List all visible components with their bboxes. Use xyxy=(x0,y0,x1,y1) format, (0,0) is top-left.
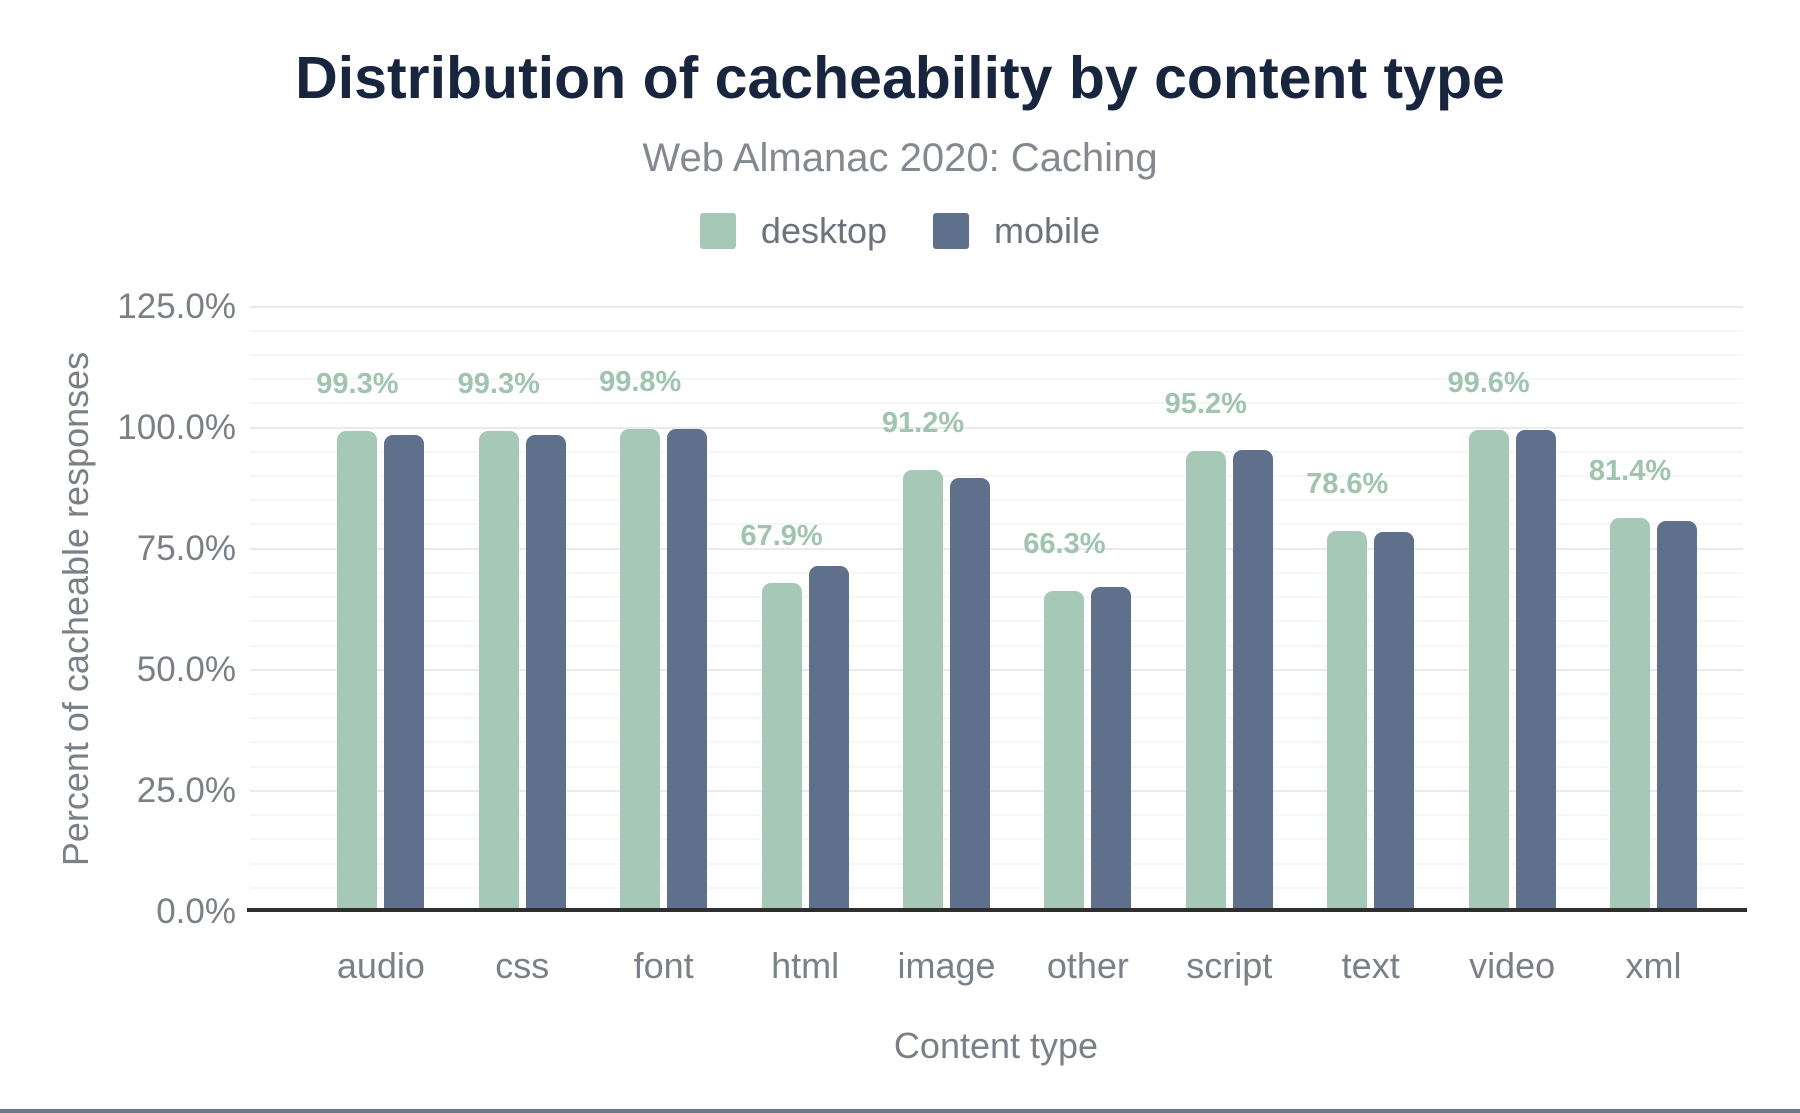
minor-gridline xyxy=(250,353,1743,356)
bar-mobile-font[interactable] xyxy=(667,428,708,910)
bar-mobile-xml[interactable] xyxy=(1657,521,1697,910)
legend: desktop mobile xyxy=(0,213,1800,249)
x-axis-line xyxy=(247,908,1747,912)
bar-mobile-script[interactable] xyxy=(1232,450,1273,910)
value-label-css: 99.3% xyxy=(457,367,540,400)
desktop-swatch-icon xyxy=(699,213,736,249)
minor-gridline xyxy=(250,886,1743,889)
value-label-video: 99.6% xyxy=(1447,366,1530,399)
legend-item-desktop: desktop xyxy=(699,210,888,251)
x-category-label-audio: audio xyxy=(336,945,425,986)
bar-mobile-text[interactable] xyxy=(1374,532,1415,910)
minor-gridline xyxy=(250,741,1743,744)
x-category-label-script: script xyxy=(1186,945,1273,986)
y-axis-title: Percent of cacheable responses xyxy=(55,351,96,867)
bar-desktop-script[interactable] xyxy=(1185,450,1226,910)
minor-gridline xyxy=(250,814,1743,817)
value-label-audio: 99.3% xyxy=(316,367,399,400)
value-label-html: 67.9% xyxy=(740,520,823,553)
y-tick-label: 75.0% xyxy=(136,528,236,568)
bar-desktop-css[interactable] xyxy=(478,430,519,910)
minor-gridline xyxy=(250,838,1743,841)
value-label-xml: 81.4% xyxy=(1588,454,1672,487)
bar-mobile-image[interactable] xyxy=(950,477,990,910)
value-label-script: 95.2% xyxy=(1164,387,1247,420)
major-gridline xyxy=(250,789,1743,792)
bar-mobile-html[interactable] xyxy=(808,566,849,910)
x-axis-title: Content type xyxy=(893,1025,1099,1066)
bar-mobile-css[interactable] xyxy=(525,434,566,910)
minor-gridline xyxy=(250,571,1743,574)
minor-gridline xyxy=(250,644,1743,647)
value-label-text: 78.6% xyxy=(1306,468,1389,501)
bottom-border xyxy=(0,1109,1800,1113)
minor-gridline xyxy=(250,450,1743,453)
legend-label-mobile: mobile xyxy=(994,210,1101,251)
y-tick-label: 100.0% xyxy=(117,407,236,447)
minor-gridline xyxy=(250,499,1743,502)
major-gridline xyxy=(250,547,1743,550)
bar-desktop-text[interactable] xyxy=(1327,531,1368,910)
minor-gridline xyxy=(250,378,1743,381)
x-category-label-other: other xyxy=(1046,945,1129,986)
bar-desktop-html[interactable] xyxy=(761,583,802,910)
bar-mobile-video[interactable] xyxy=(1515,430,1556,910)
major-gridline xyxy=(250,305,1743,308)
x-category-label-xml: xml xyxy=(1625,945,1682,986)
bar-desktop-audio[interactable] xyxy=(337,430,378,910)
y-tick-label: 50.0% xyxy=(136,649,236,689)
y-tick-label: 125.0% xyxy=(117,286,236,326)
x-category-label-image: image xyxy=(897,945,996,986)
major-gridline xyxy=(250,668,1743,671)
legend-label-desktop: desktop xyxy=(760,210,888,251)
legend-item-mobile: mobile xyxy=(933,213,1100,249)
x-category-label-video: video xyxy=(1469,945,1556,986)
minor-gridline xyxy=(250,475,1743,478)
bar-desktop-other[interactable] xyxy=(1044,590,1085,910)
bar-mobile-audio[interactable] xyxy=(384,434,425,910)
minor-gridline xyxy=(250,620,1743,623)
minor-gridline xyxy=(250,693,1743,696)
value-label-image: 91.2% xyxy=(881,407,965,440)
bar-desktop-video[interactable] xyxy=(1468,429,1509,910)
page-subtitle: Web Almanac 2020: Caching xyxy=(642,136,1158,180)
y-tick-label: 0.0% xyxy=(156,892,236,931)
bar-desktop-image[interactable] xyxy=(903,470,943,910)
x-category-label-font: font xyxy=(633,945,694,986)
bar-desktop-xml[interactable] xyxy=(1610,517,1650,910)
minor-gridline xyxy=(250,523,1743,526)
value-label-other: 66.3% xyxy=(1023,527,1106,560)
minor-gridline xyxy=(250,862,1743,865)
value-label-font: 99.8% xyxy=(599,365,682,398)
minor-gridline xyxy=(250,717,1743,720)
bar-mobile-other[interactable] xyxy=(1091,586,1132,910)
major-gridline xyxy=(250,426,1743,429)
mobile-swatch-icon xyxy=(933,213,970,249)
x-category-label-text: text xyxy=(1341,945,1400,986)
minor-gridline xyxy=(250,596,1743,599)
minor-gridline xyxy=(250,765,1743,768)
bar-desktop-font[interactable] xyxy=(620,428,661,910)
x-category-label-css: css xyxy=(495,945,550,986)
page-title: Distribution of cacheability by content … xyxy=(295,45,1505,111)
x-category-label-html: html xyxy=(771,945,840,986)
minor-gridline xyxy=(250,329,1743,332)
y-tick-label: 25.0% xyxy=(136,770,236,810)
minor-gridline xyxy=(250,402,1743,405)
